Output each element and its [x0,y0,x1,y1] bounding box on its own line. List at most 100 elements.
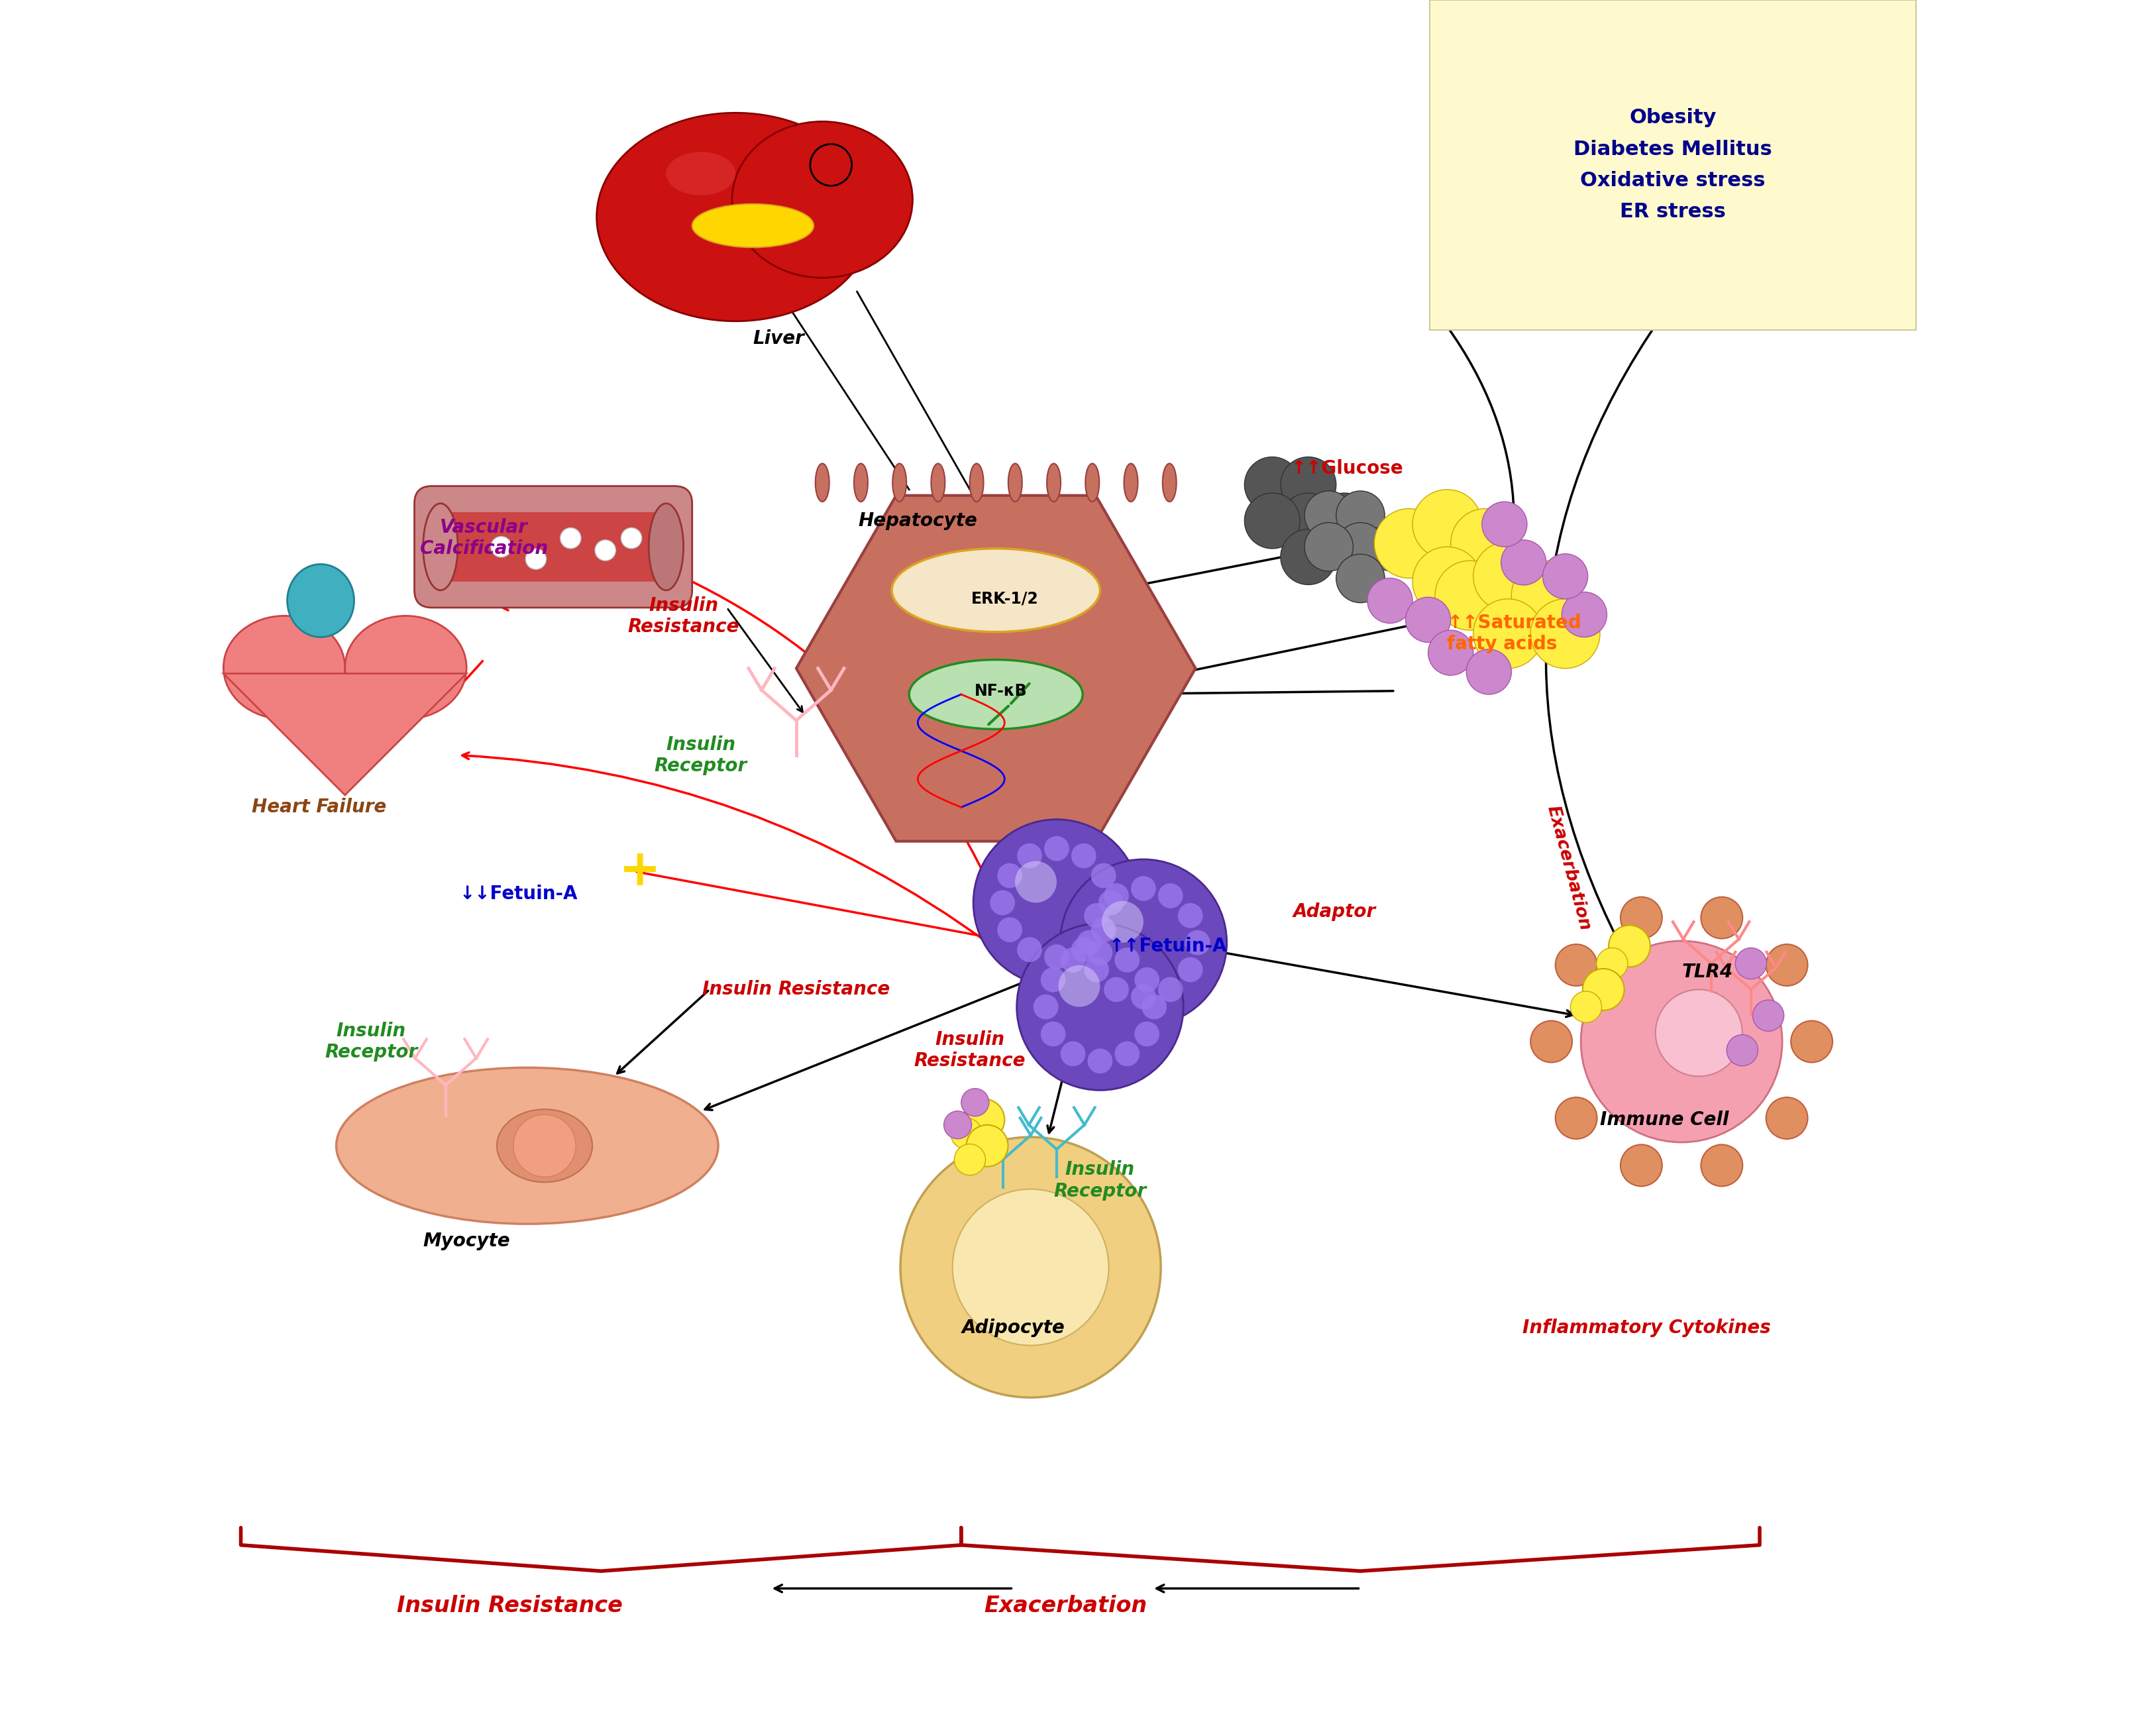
FancyBboxPatch shape [1429,0,1915,330]
Circle shape [526,549,545,569]
Circle shape [1465,649,1510,694]
Ellipse shape [692,203,814,247]
Circle shape [950,1118,982,1149]
Circle shape [997,863,1022,889]
Ellipse shape [892,464,905,502]
Circle shape [1061,1042,1084,1066]
Circle shape [1184,930,1210,955]
Circle shape [997,917,1022,943]
Circle shape [1621,898,1661,939]
Text: Adipocyte: Adipocyte [961,1319,1065,1337]
Circle shape [901,1137,1161,1397]
Ellipse shape [1084,464,1099,502]
Circle shape [1016,937,1042,962]
Text: Hepatocyte: Hepatocyte [858,512,978,529]
Circle shape [954,1144,986,1175]
Circle shape [1482,502,1527,547]
Text: Vascular
Calcification: Vascular Calcification [420,517,547,559]
Circle shape [1084,957,1110,983]
Circle shape [1071,844,1097,868]
Circle shape [513,1115,575,1177]
Ellipse shape [224,616,345,719]
Circle shape [1103,977,1129,1002]
Ellipse shape [892,549,1099,632]
Circle shape [1061,859,1227,1026]
Circle shape [973,819,1140,986]
Circle shape [1529,1021,1572,1062]
Text: ↑↑Fetuin-A: ↑↑Fetuin-A [1108,937,1227,955]
Circle shape [490,536,511,557]
Circle shape [1725,1035,1757,1066]
Ellipse shape [931,464,946,502]
Circle shape [1500,540,1546,585]
Ellipse shape [596,113,873,321]
Circle shape [1114,1042,1140,1066]
Text: +: + [618,847,660,896]
Text: ↑↑Glucose: ↑↑Glucose [1291,460,1404,477]
Circle shape [1700,898,1742,939]
Circle shape [1244,493,1299,549]
Circle shape [1791,1021,1832,1062]
Circle shape [1304,491,1353,540]
Circle shape [1280,493,1336,549]
Circle shape [1621,1144,1661,1186]
Circle shape [1061,948,1084,972]
Circle shape [1016,844,1042,868]
Ellipse shape [337,1068,718,1224]
Ellipse shape [667,153,735,196]
Circle shape [1101,901,1144,943]
Circle shape [1700,1144,1742,1186]
Circle shape [1133,967,1159,993]
Circle shape [1367,578,1412,623]
Text: Liver: Liver [752,330,805,347]
Circle shape [1472,542,1542,611]
Text: Heart Failure: Heart Failure [251,799,386,816]
Circle shape [1412,490,1482,559]
Ellipse shape [969,464,984,502]
Ellipse shape [1125,464,1137,502]
Circle shape [1406,597,1451,642]
Circle shape [1561,592,1606,637]
Text: Insulin
Resistance: Insulin Resistance [914,1029,1025,1071]
Circle shape [1608,925,1651,967]
Circle shape [1114,948,1140,972]
Circle shape [1766,1097,1806,1139]
Circle shape [1570,991,1602,1023]
Circle shape [1033,995,1059,1019]
Circle shape [1427,630,1472,675]
Circle shape [1436,561,1504,630]
Circle shape [1091,917,1116,943]
Ellipse shape [648,503,684,590]
FancyBboxPatch shape [435,512,671,582]
Circle shape [944,1111,971,1139]
Circle shape [1753,1000,1783,1031]
Text: Exacerbation: Exacerbation [1544,804,1593,932]
Circle shape [1316,493,1372,549]
Ellipse shape [1046,464,1061,502]
Circle shape [1097,891,1123,915]
Circle shape [1280,457,1336,512]
Circle shape [1472,599,1542,668]
Circle shape [1178,957,1203,983]
Circle shape [1133,1021,1159,1047]
Circle shape [1280,529,1336,585]
Circle shape [1086,941,1112,965]
Circle shape [1131,984,1157,1009]
Circle shape [1510,561,1580,630]
Circle shape [1367,523,1416,571]
Circle shape [594,540,616,561]
Circle shape [990,891,1014,915]
Circle shape [1131,877,1157,901]
Ellipse shape [496,1109,592,1182]
Polygon shape [224,674,466,795]
Circle shape [1336,554,1384,602]
Ellipse shape [733,122,912,278]
Circle shape [1336,523,1384,571]
Circle shape [1103,884,1129,908]
Circle shape [963,1099,1003,1141]
Circle shape [1412,547,1482,616]
FancyBboxPatch shape [413,486,692,608]
Circle shape [1336,491,1384,540]
Ellipse shape [854,464,867,502]
Text: Insulin
Receptor: Insulin Receptor [1054,1160,1146,1201]
